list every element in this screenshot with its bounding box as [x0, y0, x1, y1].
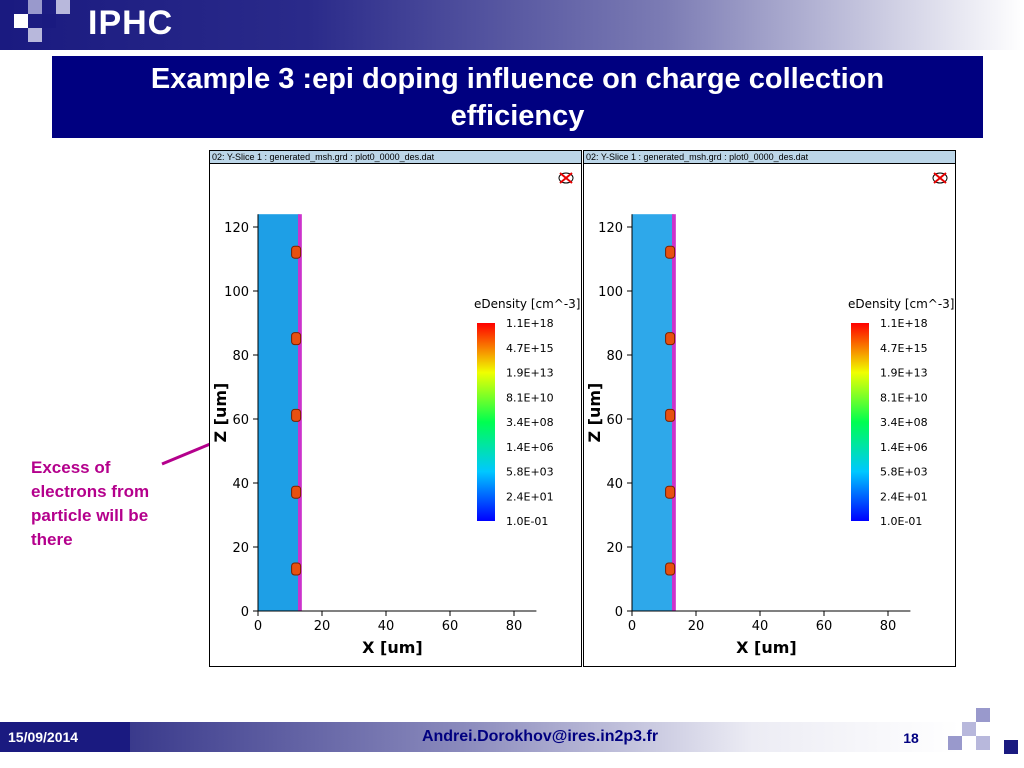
legend-label: 1.9E+13	[880, 367, 928, 380]
slide-title-line1: Example 3 :epi doping influence on charg…	[150, 63, 885, 95]
footer-date: 15/09/2014	[0, 722, 130, 752]
y-tick-label: 0	[241, 605, 249, 620]
legend-label: 1.9E+13	[506, 367, 554, 380]
colorbar	[477, 323, 495, 521]
close-plot-icon[interactable]	[558, 171, 574, 185]
y-tick-label: 120	[224, 221, 249, 236]
contact-mark	[665, 245, 676, 259]
simulation-plot-panel-left: 02: Y-Slice 1 : generated_msh.grd : plot…	[209, 150, 582, 667]
page-number: 18	[903, 730, 919, 746]
legend-label: 4.7E+15	[880, 342, 928, 355]
legend-label: 8.1E+10	[880, 391, 928, 404]
legend-title: eDensity [cm^-3]	[848, 297, 955, 311]
x-axis-label: X [um]	[362, 638, 423, 657]
legend-label: 1.4E+06	[506, 441, 554, 454]
y-tick-label: 80	[606, 349, 623, 364]
y-tick-label: 40	[606, 477, 623, 492]
logo-text: IPHC	[88, 4, 174, 42]
y-tick-label: 120	[598, 221, 623, 236]
simulation-plot-panel-right: 02: Y-Slice 1 : generated_msh.grd : plot…	[583, 150, 956, 667]
x-tick-label: 60	[816, 619, 833, 634]
x-tick-label: 80	[506, 619, 523, 634]
y-tick-label: 20	[606, 541, 623, 556]
annotation-line: particle will be	[31, 506, 149, 525]
annotation-line: electrons from	[31, 482, 150, 501]
deco-square	[56, 0, 70, 14]
contact-mark	[665, 562, 676, 576]
legend-label: 2.4E+01	[506, 490, 554, 503]
y-tick-label: 100	[598, 285, 623, 300]
x-tick-label: 80	[880, 619, 897, 634]
deco-square	[28, 0, 42, 14]
annotation-line: there	[31, 530, 73, 549]
y-tick-label: 100	[224, 285, 249, 300]
y-tick-label: 40	[232, 477, 249, 492]
plot-area: 0 20 40 60 80 0 20 40 60 80 100 120 X [um] Z [um] eDen…	[585, 214, 955, 657]
legend-label: 1.0E-01	[880, 515, 922, 528]
x-tick-label: 40	[752, 619, 769, 634]
deco-square	[42, 14, 56, 28]
y-tick-label: 60	[232, 413, 249, 428]
y-tick-label: 80	[232, 349, 249, 364]
legend-label: 1.1E+18	[880, 317, 928, 330]
y-tick-label: 20	[232, 541, 249, 556]
contact-mark	[291, 408, 302, 422]
legend-label: 3.4E+08	[506, 416, 554, 429]
legend-label: 2.4E+01	[880, 490, 928, 503]
deco-square	[948, 736, 962, 750]
plot-area: 0 20 40 60 80 0 20 40 60 80 100 120 X [um] Z [um] eDen…	[211, 214, 581, 657]
top-header-bar	[0, 0, 1024, 50]
legend-label: 4.7E+15	[506, 342, 554, 355]
legend-label: 1.0E-01	[506, 515, 548, 528]
x-tick-label: 20	[314, 619, 331, 634]
deco-square	[962, 722, 976, 736]
y-axis-label: Z [um]	[585, 383, 604, 443]
contact-mark	[291, 562, 302, 576]
x-tick-label: 40	[378, 619, 395, 634]
legend-label: 8.1E+10	[506, 391, 554, 404]
footer-bar	[130, 722, 960, 752]
slide-title: Example 3 :epi doping influence on charg…	[52, 56, 983, 138]
deco-square	[976, 708, 990, 722]
x-axis-label: X [um]	[736, 638, 797, 657]
y-tick-label: 60	[606, 413, 623, 428]
contact-mark	[665, 408, 676, 422]
deco-square	[0, 0, 14, 14]
x-tick-label: 60	[442, 619, 459, 634]
deco-square	[976, 736, 990, 750]
legend-label: 5.8E+03	[506, 466, 554, 479]
contact-mark	[665, 332, 676, 346]
contact-mark	[291, 332, 302, 346]
deco-square	[1004, 740, 1018, 754]
contact-mark	[291, 245, 302, 259]
y-tick-label: 0	[615, 605, 623, 620]
legend-title: eDensity [cm^-3]	[474, 297, 581, 311]
y-axis-label: Z [um]	[211, 383, 230, 443]
legend-label: 3.4E+08	[880, 416, 928, 429]
annotation-line: Excess of	[31, 458, 111, 477]
annotation-text: Excess of electrons from particle will b…	[31, 456, 181, 552]
colorbar	[851, 323, 869, 521]
x-tick-label: 0	[254, 619, 262, 634]
x-tick-label: 20	[688, 619, 705, 634]
x-tick-label: 0	[628, 619, 636, 634]
deco-square	[990, 722, 1004, 736]
plot-header: 02: Y-Slice 1 : generated_msh.grd : plot…	[584, 151, 955, 164]
legend-label: 1.4E+06	[880, 441, 928, 454]
contact-mark	[665, 485, 676, 499]
legend-label: 5.8E+03	[880, 466, 928, 479]
footer-email: Andrei.Dorokhov@ires.in2p3.fr	[421, 728, 659, 745]
contact-mark	[291, 485, 302, 499]
legend-label: 1.1E+18	[506, 317, 554, 330]
deco-square	[14, 14, 28, 28]
plot-header: 02: Y-Slice 1 : generated_msh.grd : plot…	[210, 151, 581, 164]
deco-square	[28, 28, 42, 42]
slide-title-line2: efficiency	[450, 100, 585, 132]
close-plot-icon[interactable]	[932, 171, 948, 185]
